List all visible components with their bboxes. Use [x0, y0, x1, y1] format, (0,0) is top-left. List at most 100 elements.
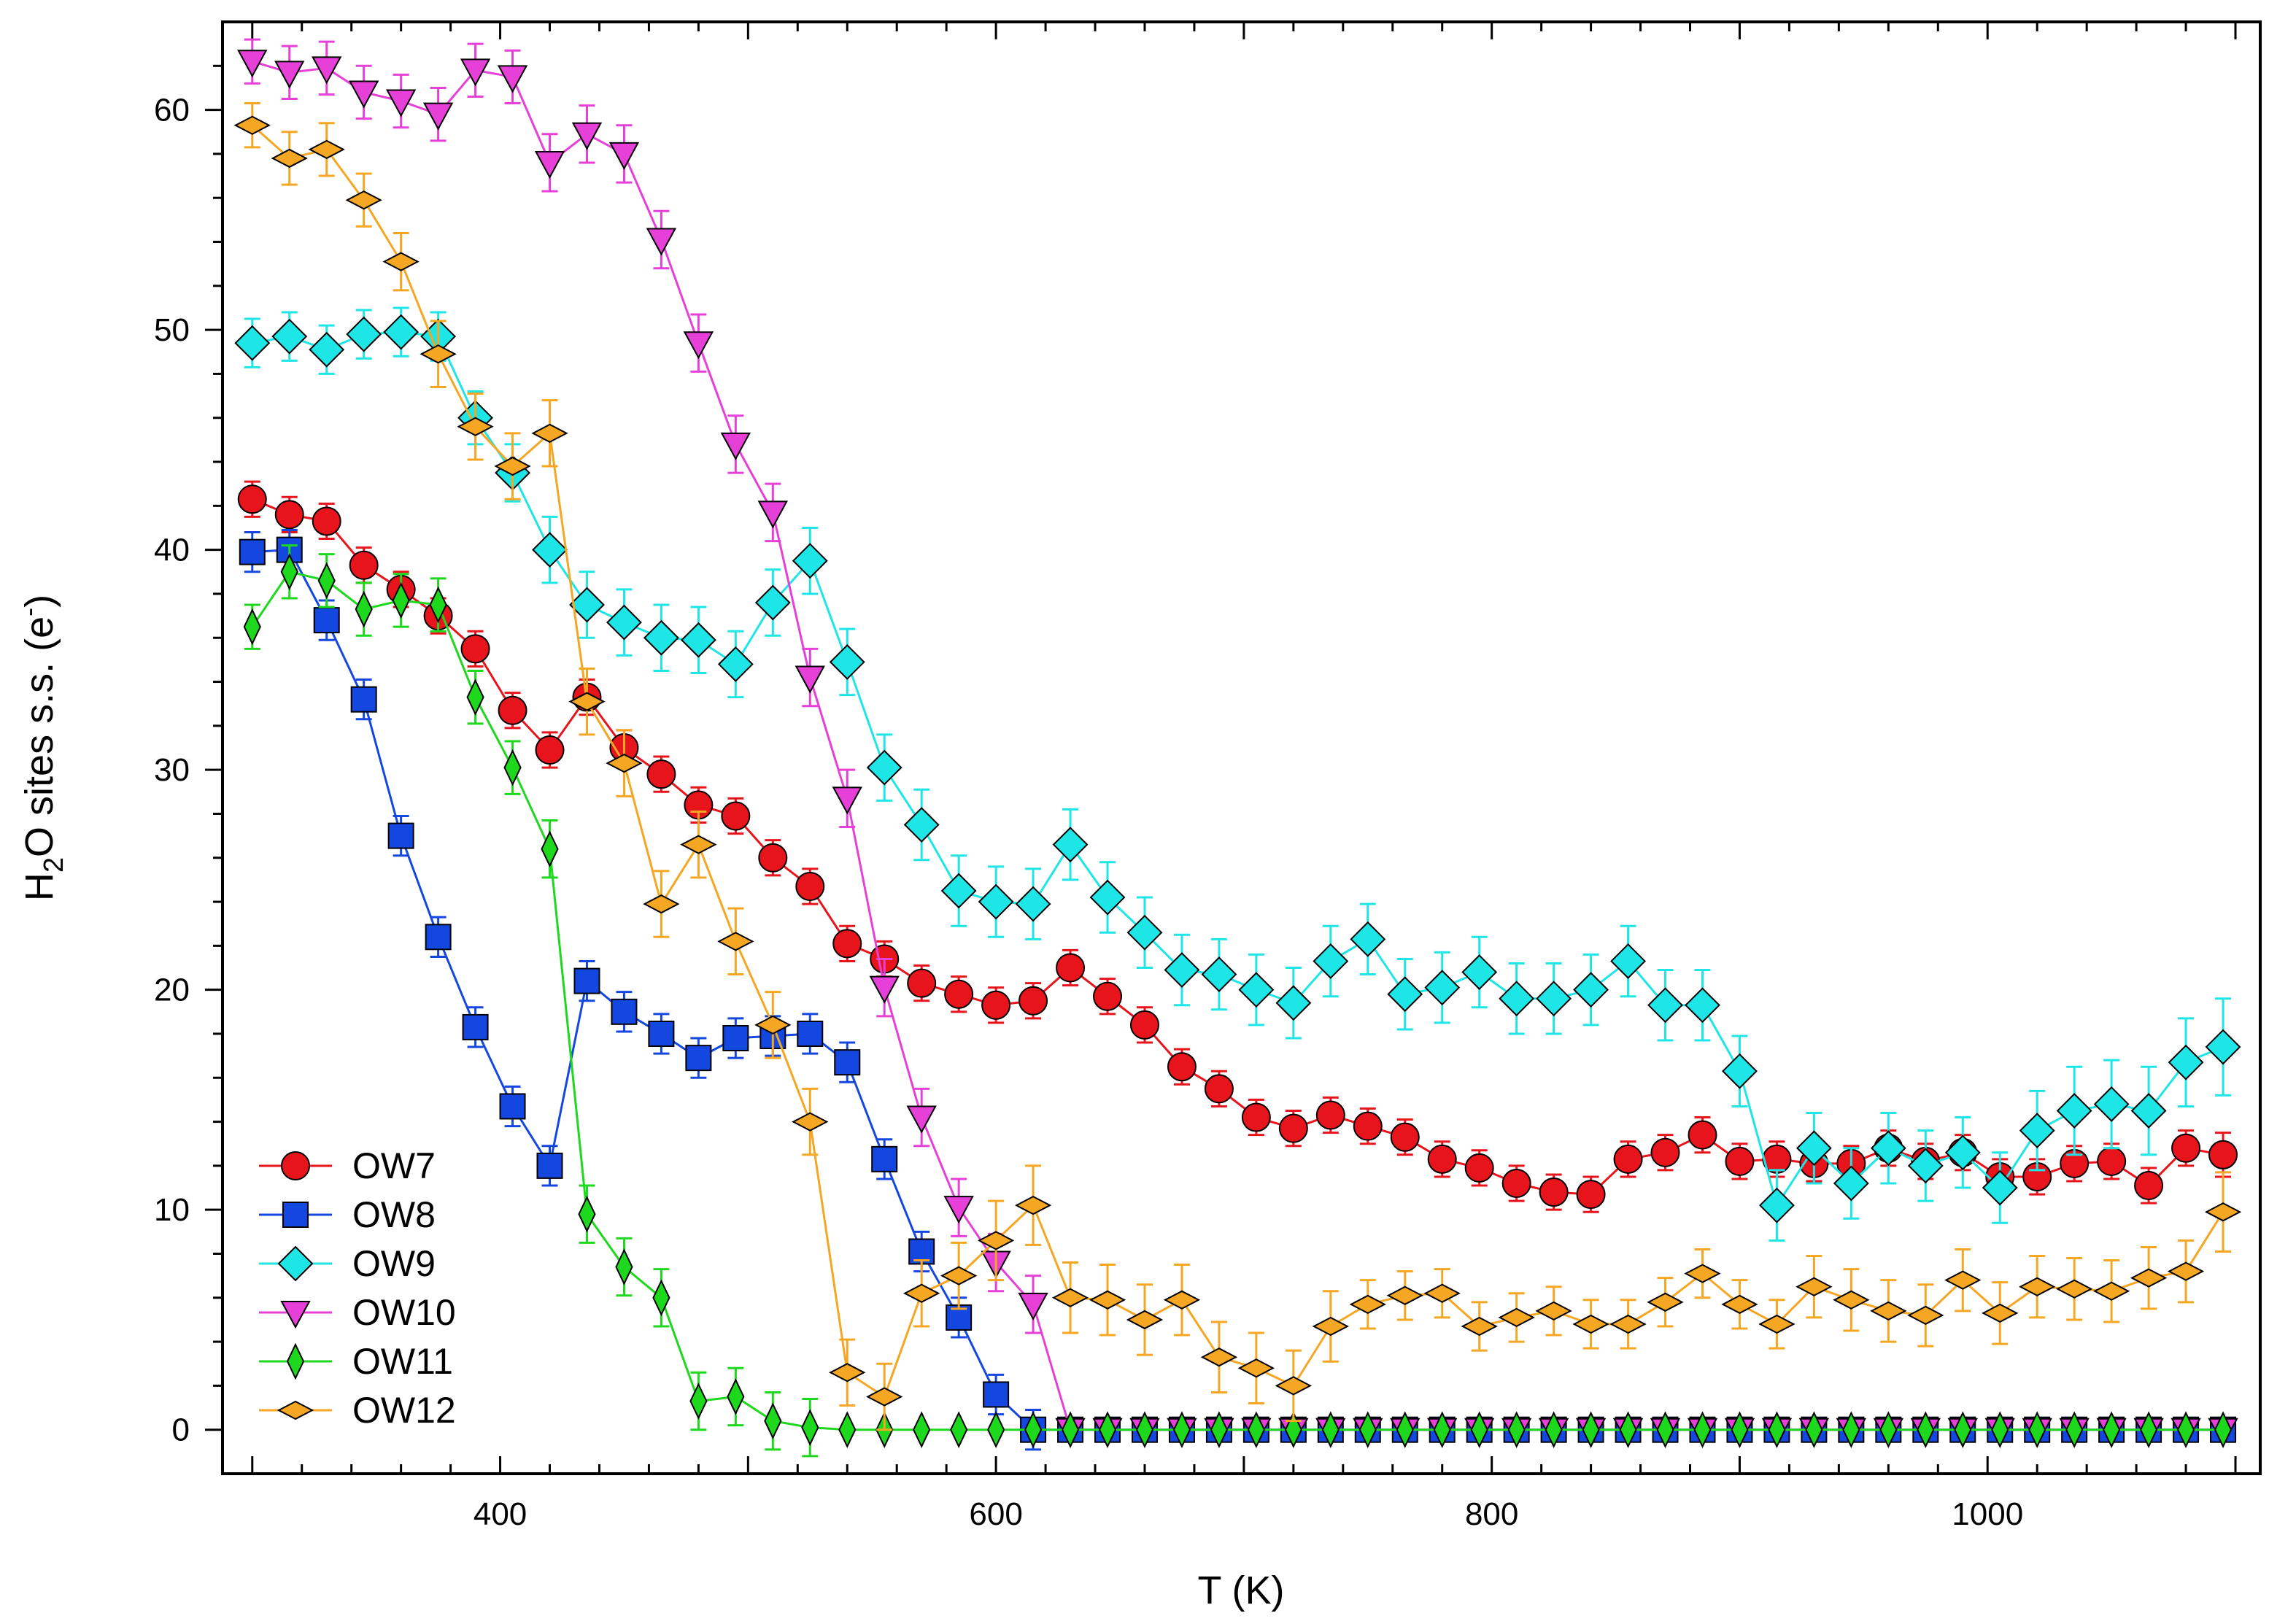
y-axis-title-close: ) [18, 595, 61, 608]
ow11-point [1470, 1411, 1488, 1449]
ow11-point [1321, 1411, 1340, 1449]
ow8-point [387, 822, 414, 849]
ow11-point [1247, 1411, 1265, 1449]
ow12-point [1014, 1196, 1052, 1215]
x-tick-label: 800 [1465, 1496, 1518, 1532]
ow7-point [349, 550, 379, 580]
ow10-point [757, 500, 788, 529]
legend-marker-ow11 [286, 1342, 305, 1380]
y-axis-title-superscript: - [14, 608, 44, 616]
ow11-point [1358, 1411, 1377, 1449]
ow12-point [866, 1387, 903, 1407]
y-tick-label: 60 [154, 93, 190, 128]
ow12-point [494, 456, 531, 476]
ow9-point [643, 619, 679, 656]
ow7-point [1241, 1102, 1271, 1132]
ow11-point [689, 1383, 708, 1420]
ow9-point [866, 749, 902, 786]
ow11-point [2176, 1411, 2195, 1449]
ow9-point [1870, 1130, 1906, 1167]
ow7-point [1018, 986, 1048, 1016]
ow10-point [534, 150, 565, 179]
ow9-point [234, 325, 271, 361]
x-tick-labels: 400 600 800 1000 [473, 1496, 2023, 1532]
ow11-point [243, 608, 261, 646]
ow12-point [1535, 1301, 1572, 1321]
ow9-point [1313, 943, 1349, 979]
ow9-point [271, 318, 308, 355]
ow11-point [950, 1411, 968, 1449]
ow12-point [1684, 1264, 1721, 1283]
ow11-point [392, 581, 410, 619]
ow8-point [834, 1049, 861, 1076]
legend-marker-ow7 [281, 1151, 310, 1180]
ow11-point [987, 1411, 1005, 1449]
ow11-point [541, 830, 559, 868]
ow9-point [1387, 976, 1423, 1013]
ow11-point [1396, 1411, 1414, 1449]
ow10-point [385, 89, 417, 117]
ow11-point [801, 1409, 819, 1446]
ow12-point [1200, 1347, 1238, 1367]
ow7-point [1501, 1169, 1531, 1198]
ow10-point [608, 142, 640, 171]
ow9-point [978, 883, 1014, 920]
ow8-point [685, 1045, 712, 1072]
ow11-point [2028, 1411, 2046, 1449]
x-tick-label: 400 [473, 1496, 527, 1532]
ow8-point [611, 998, 638, 1025]
ow7-point [1390, 1122, 1420, 1152]
ow11-point [1842, 1411, 1860, 1449]
y-axis-title-subscript: 2 [39, 857, 69, 873]
ow12-point [2019, 1277, 2056, 1296]
ow12-point [2204, 1202, 2242, 1222]
ow11-point [1917, 1411, 1935, 1449]
ow12-point [940, 1266, 978, 1285]
ow11-point [317, 562, 336, 600]
ow11-point [1991, 1411, 2009, 1449]
ow9-point [1610, 943, 1646, 979]
y-tick-label: 20 [154, 973, 190, 1008]
ow8-point [573, 967, 600, 994]
y-tick-label: 0 [172, 1412, 190, 1448]
y-axis-title-main: H [18, 873, 61, 901]
ow11-point [2139, 1411, 2158, 1449]
ow11-point [1768, 1411, 1786, 1449]
ow8-point [908, 1238, 935, 1265]
ow12-point [1349, 1294, 1386, 1314]
ow9-point [1424, 970, 1461, 1006]
ow7-point [721, 801, 751, 831]
ow8-point [350, 686, 377, 713]
ow7-point [1725, 1146, 1755, 1176]
ow7-point [312, 506, 341, 536]
ow11-point [280, 553, 298, 591]
legend-marker-ow8 [282, 1202, 309, 1228]
legend-label-ow7: OW7 [352, 1145, 436, 1186]
ow10-point [1018, 1292, 1048, 1321]
ow7-point [2208, 1140, 2238, 1169]
legend-item-ow7: OW7 [259, 1145, 436, 1186]
ow9-point [346, 316, 382, 352]
legend-marker-ow12 [277, 1400, 314, 1420]
ow12-point [1163, 1290, 1201, 1310]
ow10-point [832, 786, 862, 815]
ow7-point [981, 990, 1011, 1020]
ow12-point [717, 932, 754, 951]
ow7-point [1427, 1144, 1457, 1174]
tick-marks [205, 22, 2237, 1474]
ow9-point [2019, 1113, 2055, 1149]
ow9-point [1759, 1187, 1795, 1223]
ow10-point [683, 331, 714, 360]
ow9-point [383, 314, 420, 350]
ow9-point [2205, 1029, 2241, 1065]
ow9-point [792, 543, 828, 579]
ow9-point [1722, 1053, 1758, 1089]
ow12-point [382, 252, 420, 271]
legend-label-ow9: OW9 [352, 1243, 436, 1284]
ow9-point [1201, 956, 1237, 992]
ow12-point [792, 1112, 829, 1132]
legend-label-ow12: OW12 [352, 1390, 456, 1431]
ow11-point [1210, 1411, 1229, 1449]
ow12-point [2130, 1268, 2168, 1288]
ow12-point [1758, 1314, 1796, 1334]
